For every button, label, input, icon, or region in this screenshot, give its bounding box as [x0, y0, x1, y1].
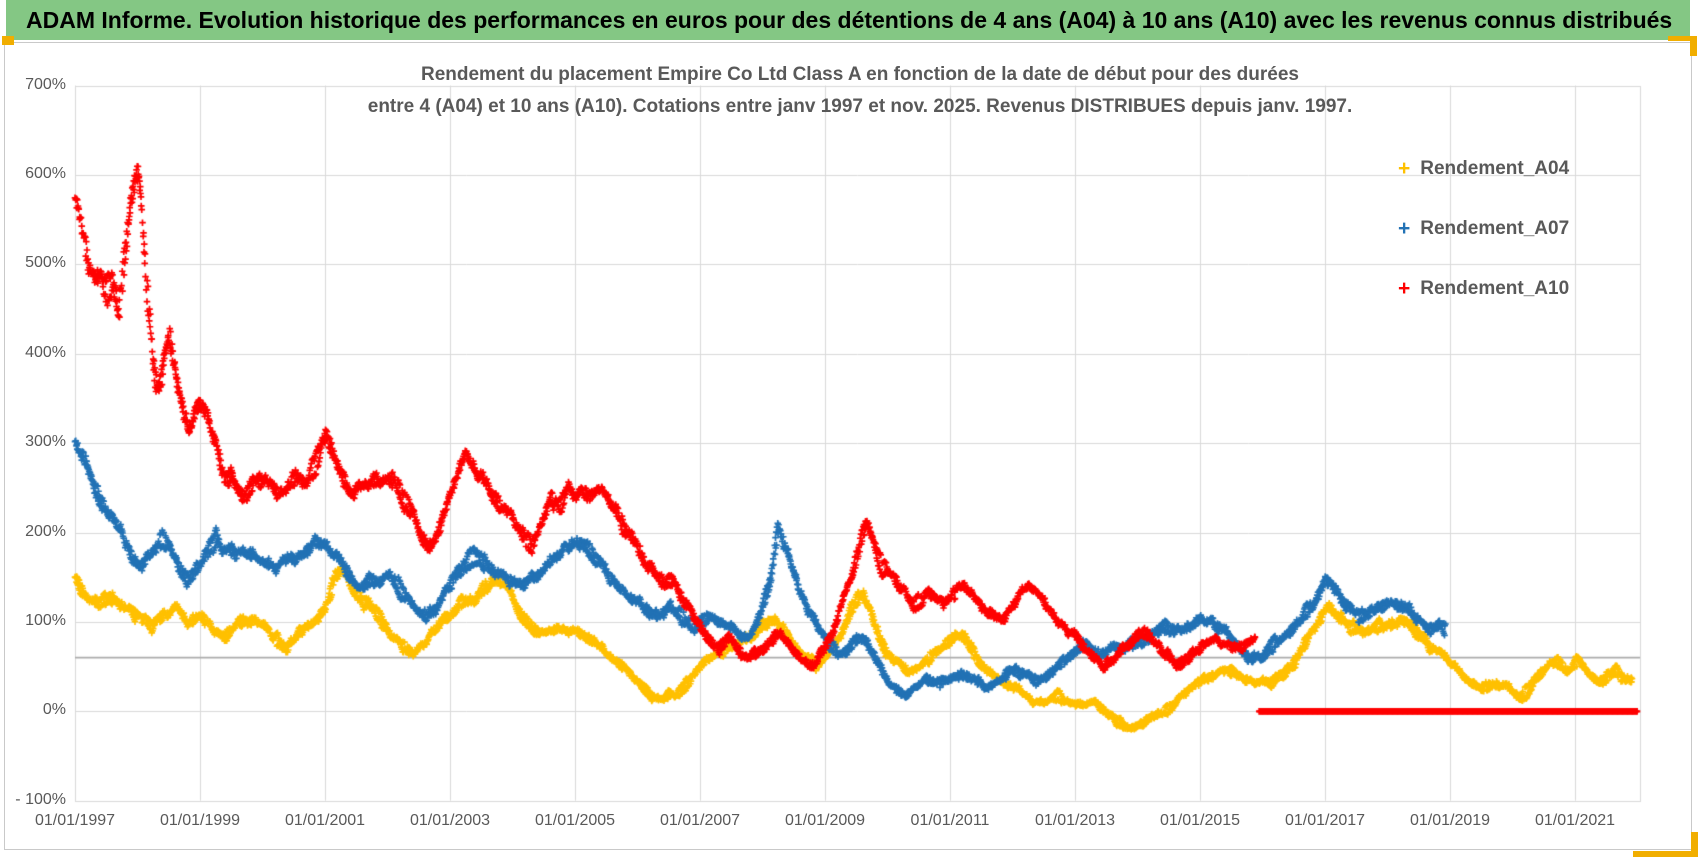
x-tick-label: 01/01/2001	[284, 812, 366, 829]
y-tick-label: 500%	[25, 254, 66, 272]
x-tick-label: 01/01/2007	[659, 812, 741, 829]
y-tick-label: 600%	[25, 164, 66, 182]
x-tick-label: 01/01/2019	[1409, 812, 1491, 829]
plus-icon: +	[1398, 157, 1411, 180]
chart-title-line1: Rendement du placement Empire Co Ltd Cla…	[420, 64, 1299, 85]
y-tick-label: 700%	[25, 75, 66, 93]
legend-item-rendement_a07[interactable]: + Rendement_A07	[1398, 216, 1569, 242]
selection-handle-bottom-right-icon[interactable]	[1633, 832, 1698, 857]
x-tick-label: 01/01/2003	[409, 812, 491, 829]
x-tick-label: 01/01/2013	[1034, 812, 1116, 829]
legend-item-rendement_a10[interactable]: + Rendement_A10	[1398, 276, 1569, 302]
x-tick-label: 01/01/2015	[1159, 812, 1241, 829]
selection-handle-top-right-icon[interactable]	[1668, 36, 1697, 56]
y-tick-label: 300%	[25, 433, 66, 451]
y-tick-label: 0%	[42, 701, 66, 719]
chart-title-line2: entre 4 (A04) et 10 ans (A10). Cotations…	[367, 96, 1353, 117]
x-tick-label: 01/01/2017	[1284, 812, 1366, 829]
y-tick-label: 400%	[25, 343, 66, 361]
x-tick-label: 01/01/1999	[159, 812, 241, 829]
selection-handle-left-icon[interactable]	[2, 36, 14, 45]
plus-icon: +	[1398, 277, 1411, 300]
y-tick-label: 100%	[25, 611, 66, 629]
legend-label: Rendement_A10	[1420, 278, 1570, 299]
plus-icon: +	[1398, 217, 1411, 240]
y-tick-label: 200%	[25, 522, 66, 540]
legend-label: Rendement_A07	[1420, 218, 1570, 239]
legend-item-rendement_a04[interactable]: + Rendement_A04	[1398, 156, 1569, 182]
y-tick-label: - 100%	[15, 790, 66, 808]
legend-label: Rendement_A04	[1420, 158, 1570, 179]
x-tick-label: 01/01/1997	[34, 812, 116, 829]
x-tick-label: 01/01/2009	[784, 812, 866, 829]
x-tick-label: 01/01/2005	[534, 812, 616, 829]
x-tick-label: 01/01/2021	[1534, 812, 1616, 829]
x-tick-label: 01/01/2011	[910, 812, 990, 829]
legend: + Rendement_A04 + Rendement_A07 + Rendement_A…	[1398, 156, 1569, 302]
